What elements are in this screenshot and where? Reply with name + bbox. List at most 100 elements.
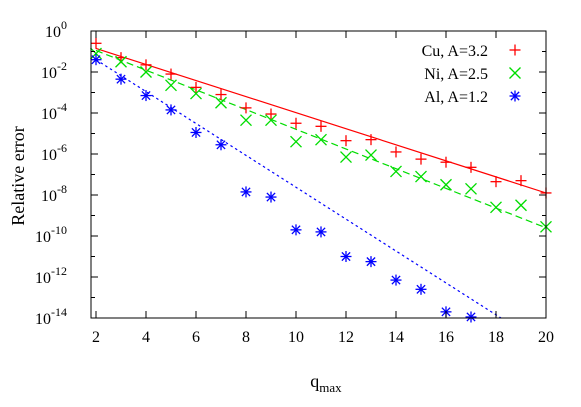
legend-marker-asterisk (509, 90, 521, 102)
marker-stroke (166, 105, 176, 115)
data-point-x (440, 178, 452, 191)
marker-stroke (241, 187, 251, 197)
data-point-plus (315, 120, 327, 132)
data-point-plus (415, 153, 427, 165)
data-point-asterisk (315, 226, 327, 238)
y-tick-label-exponent: -4 (57, 100, 67, 114)
marker-stroke (416, 284, 426, 294)
data-point-x (390, 165, 402, 178)
marker-stroke (510, 91, 520, 101)
data-point-plus (365, 134, 377, 146)
data-point-plus (515, 175, 527, 187)
data-point-plus (190, 81, 202, 93)
y-tick-label-exponent: -8 (57, 182, 67, 196)
data-point-x (240, 114, 252, 127)
marker-stroke (290, 135, 302, 148)
data-point-plus (490, 176, 502, 188)
data-point-x (515, 199, 527, 212)
marker-stroke (340, 151, 352, 164)
x-tick-label: 18 (488, 329, 504, 346)
marker-stroke (291, 225, 301, 235)
fit-line (95, 49, 546, 229)
legend-label: Al, A=1.2 (424, 89, 488, 106)
marker-stroke (466, 312, 476, 322)
data-point-x (415, 170, 427, 183)
marker-stroke (190, 87, 202, 100)
data-point-x (490, 201, 502, 214)
data-point-plus (340, 135, 352, 147)
marker-stroke (141, 90, 151, 101)
marker-stroke (116, 74, 126, 84)
marker-stroke (509, 67, 521, 79)
data-point-asterisk (415, 283, 427, 295)
data-point-plus (215, 89, 227, 101)
marker-stroke (240, 114, 252, 127)
data-point-x (115, 55, 127, 68)
data-point-asterisk (140, 90, 152, 102)
tick-labels: 2 4 6 8 10 12 14 16 18 2010010-210-410-610-810-10… (35, 18, 554, 346)
data-point-plus (290, 117, 302, 129)
x-tick-label: 10 (288, 329, 304, 346)
y-tick-label: 10-14 (35, 305, 67, 328)
data-point-plus (265, 108, 277, 120)
y-tick-label: 10-8 (41, 182, 67, 205)
x-axis-label-subscript: max (319, 380, 342, 395)
data-point-plus (465, 161, 477, 173)
y-tick-label-base: 10 (45, 24, 61, 41)
y-tick-label-base: 10 (41, 188, 57, 205)
y-tick-label-base: 10 (41, 106, 57, 123)
data-point-asterisk (365, 256, 377, 268)
marker-stroke (316, 227, 326, 237)
data-point-asterisk (265, 191, 277, 203)
data-point-x (90, 47, 102, 60)
data-point-x (315, 133, 327, 146)
data-point-plus (165, 68, 177, 80)
axis-ticks (91, 30, 547, 319)
legend-marker-x (509, 67, 521, 79)
data-point-x (340, 151, 352, 164)
marker-stroke (366, 257, 376, 267)
y-tick-label-exponent: 0 (61, 18, 67, 32)
x-axis-label-main: q (310, 371, 319, 391)
y-tick-label-base: 10 (41, 65, 57, 82)
y-axis-label: Relative error (8, 126, 28, 225)
marker-stroke (365, 149, 377, 161)
y-tick-label-base: 10 (41, 147, 57, 164)
marker-stroke (490, 201, 502, 214)
data-point-asterisk (90, 54, 102, 66)
marker-stroke (91, 55, 101, 65)
data-point-asterisk (240, 186, 252, 198)
data-point-asterisk (465, 311, 477, 323)
y-tick-label-exponent: -12 (51, 264, 67, 278)
marker-stroke (215, 96, 227, 109)
data-point-x (365, 149, 377, 161)
data-point-asterisk (115, 73, 127, 85)
data-point-plus (240, 102, 252, 114)
marker-stroke (390, 165, 402, 178)
marker-stroke (266, 192, 276, 202)
x-tick-label: 16 (438, 329, 454, 346)
marker-stroke (440, 178, 452, 191)
marker-stroke (140, 66, 152, 78)
data-point-x (215, 96, 227, 109)
y-tick-label-exponent: -2 (57, 59, 67, 73)
data-point-plus (90, 37, 102, 49)
y-tick-label: 10-12 (35, 264, 67, 287)
data-point-x (265, 114, 277, 127)
y-tick-label: 100 (45, 18, 67, 41)
y-tick-label-exponent: -14 (51, 305, 67, 319)
legend-label: Ni, A=2.5 (424, 66, 488, 83)
data-point-asterisk (215, 139, 227, 151)
marker-stroke (415, 170, 427, 183)
data-point-plus (390, 146, 402, 158)
y-tick-label-base: 10 (35, 229, 51, 246)
data-point-x (190, 87, 202, 100)
x-tick-label: 4 (142, 329, 150, 346)
y-tick-label: 10-6 (41, 141, 67, 164)
marker-stroke (465, 182, 477, 195)
x-tick-label: 14 (388, 329, 404, 346)
y-tick-label-exponent: -6 (57, 141, 67, 155)
y-tick-label-exponent: -10 (51, 223, 67, 237)
